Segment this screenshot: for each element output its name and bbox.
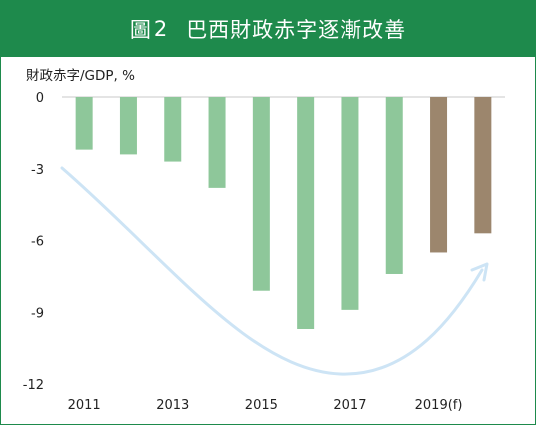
bar-2012 <box>119 97 137 155</box>
y-tick-label: -3 <box>31 163 44 178</box>
x-tick-label: 2019(f) <box>415 398 463 413</box>
title-number: 2 <box>153 17 169 41</box>
title-prefix: 圖 <box>129 18 152 42</box>
trend-arrow-head <box>470 262 489 282</box>
y-tick-label: 0 <box>36 91 44 106</box>
y-tick-label: -12 <box>23 378 44 393</box>
chart-title: 巴西財政赤字逐漸改善 <box>186 18 407 42</box>
x-tick-label: 2011 <box>68 398 101 413</box>
bar-2011 <box>75 97 93 150</box>
bar-2013 <box>164 97 182 162</box>
chart-title-bar: 圖 2 巴西財政赤字逐漸改善 <box>1 1 535 57</box>
y-tick-label: -6 <box>31 235 44 250</box>
bar-2017 <box>341 97 359 310</box>
y-tick-label: -9 <box>31 306 44 321</box>
bar-2015 <box>252 97 270 291</box>
bar-2014 <box>208 97 226 188</box>
trend-arrow-curve <box>60 166 484 376</box>
bar-2019(f) <box>430 97 448 253</box>
x-tick-label: 2015 <box>245 398 278 413</box>
bar-2020(f) <box>474 97 492 234</box>
bar-2018 <box>385 97 403 274</box>
bar-2016 <box>297 97 315 329</box>
x-tick-label: 2013 <box>156 398 189 413</box>
x-tick-label: 2017 <box>333 398 366 413</box>
y-axis-label: 財政赤字/GDP, % <box>26 68 135 84</box>
